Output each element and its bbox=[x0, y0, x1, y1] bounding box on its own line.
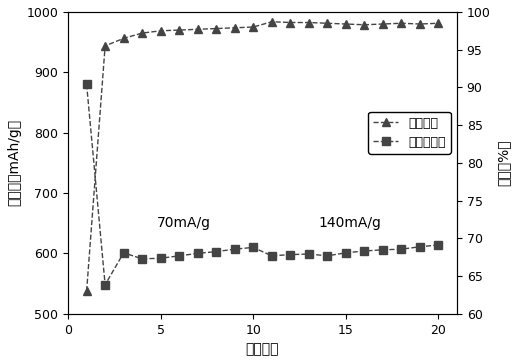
Y-axis label: 效率（%）: 效率（%） bbox=[496, 139, 510, 186]
放电比容量 bbox=[361, 249, 368, 253]
库伦效率 bbox=[102, 44, 108, 48]
放电比容量 bbox=[306, 252, 312, 256]
库伦效率 bbox=[435, 21, 442, 25]
库伦效率 bbox=[194, 27, 201, 32]
库伦效率 bbox=[398, 21, 404, 25]
X-axis label: 循环圈数: 循环圈数 bbox=[246, 342, 279, 356]
放电比容量 bbox=[417, 245, 423, 249]
放电比容量 bbox=[194, 251, 201, 256]
Line: 库伦效率: 库伦效率 bbox=[82, 17, 443, 295]
Line: 放电比容量: 放电比容量 bbox=[82, 80, 443, 289]
放电比容量 bbox=[84, 82, 90, 86]
Text: 70mA/g: 70mA/g bbox=[157, 216, 211, 231]
库伦效率 bbox=[343, 22, 349, 26]
库伦效率 bbox=[324, 21, 330, 25]
放电比容量 bbox=[398, 247, 404, 251]
库伦效率 bbox=[176, 28, 183, 32]
库伦效率 bbox=[361, 23, 368, 27]
放电比容量 bbox=[435, 243, 442, 247]
放电比容量 bbox=[139, 257, 145, 261]
放电比容量 bbox=[232, 247, 238, 251]
放电比容量 bbox=[158, 256, 164, 260]
库伦效率 bbox=[120, 36, 127, 41]
库伦效率 bbox=[84, 289, 90, 293]
库伦效率 bbox=[306, 20, 312, 25]
放电比容量 bbox=[324, 254, 330, 258]
库伦效率 bbox=[213, 26, 219, 31]
放电比容量 bbox=[120, 250, 127, 255]
放电比容量 bbox=[102, 283, 108, 287]
Text: 140mA/g: 140mA/g bbox=[318, 216, 381, 231]
放电比容量 bbox=[269, 254, 275, 258]
库伦效率 bbox=[158, 29, 164, 33]
放电比容量 bbox=[380, 248, 386, 252]
库伦效率 bbox=[232, 26, 238, 30]
放电比容量 bbox=[343, 250, 349, 255]
放电比容量 bbox=[250, 245, 256, 249]
库伦效率 bbox=[287, 20, 293, 25]
库伦效率 bbox=[139, 31, 145, 35]
Y-axis label: 比容量（mAh/g）: 比容量（mAh/g） bbox=[7, 119, 21, 207]
放电比容量 bbox=[287, 252, 293, 257]
库伦效率 bbox=[269, 20, 275, 24]
库伦效率 bbox=[250, 25, 256, 29]
Legend: 库伦效率, 放电比容量: 库伦效率, 放电比容量 bbox=[368, 111, 451, 154]
放电比容量 bbox=[176, 254, 183, 258]
库伦效率 bbox=[380, 22, 386, 26]
放电比容量 bbox=[213, 249, 219, 254]
库伦效率 bbox=[417, 22, 423, 26]
